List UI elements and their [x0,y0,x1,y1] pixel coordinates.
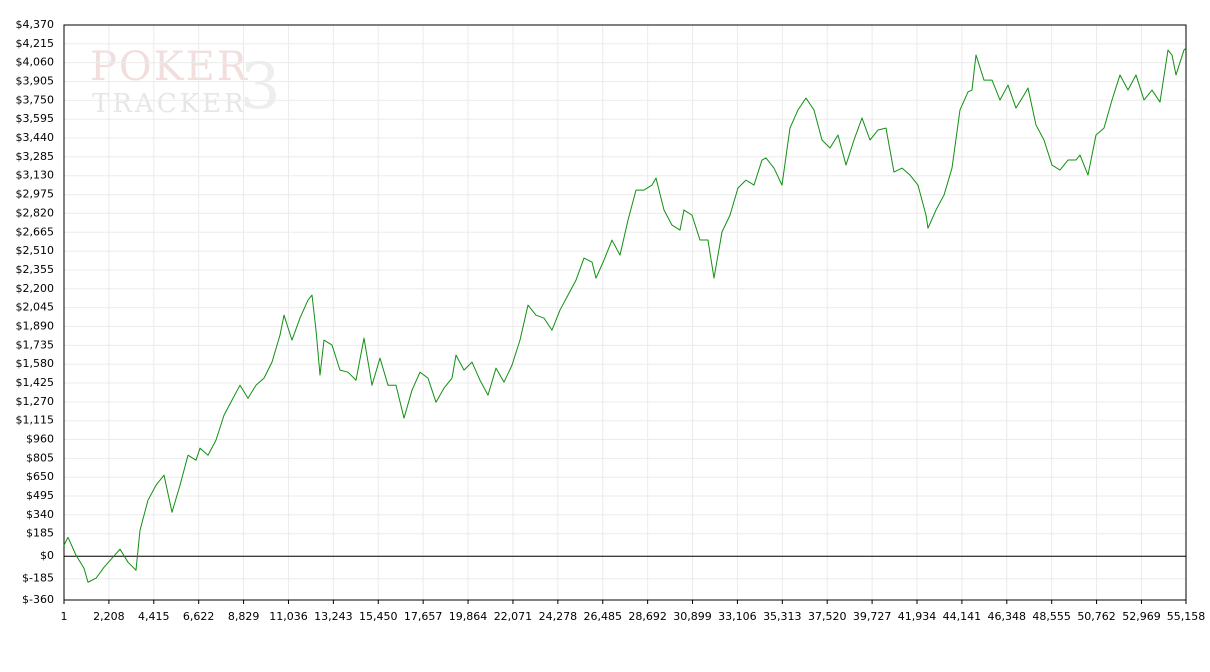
x-tick-label: 19,864 [449,610,488,623]
y-tick-label: $3,595 [16,112,55,125]
x-tick-label: 46,348 [988,610,1027,623]
y-tick-label: $2,510 [16,244,55,257]
y-tick-label: $3,905 [16,75,55,88]
y-tick-label: $2,200 [16,282,55,295]
x-tick-label: 13,243 [314,610,353,623]
x-tick-label: 1 [61,610,68,623]
x-tick-label: 24,278 [539,610,578,623]
y-tick-label: $650 [26,470,54,483]
y-tick-label: $-360 [22,593,54,606]
x-tick-label: 11,036 [269,610,308,623]
x-tick-label: 15,450 [359,610,398,623]
data-line [63,47,1187,583]
y-tick-label: $2,665 [16,225,55,238]
x-tick-label: 17,657 [404,610,443,623]
y-tick-label: $340 [26,508,54,521]
x-tick-label: 52,969 [1122,610,1161,623]
y-tick-label: $4,370 [16,18,55,31]
x-tick-label: 26,485 [583,610,622,623]
y-tick-label: $3,440 [16,131,55,144]
plot-border [63,24,1187,601]
x-tick-label: 6,622 [183,610,215,623]
y-tick-label: $185 [26,527,54,540]
x-tick-label: 35,313 [763,610,802,623]
x-tick-label: 8,829 [228,610,260,623]
y-tick-label: $3,285 [16,150,55,163]
y-tick-label: $3,750 [16,93,55,106]
x-tick-label: 22,071 [494,610,533,623]
y-tick-label: $-185 [22,572,54,585]
y-tick-label: $2,045 [16,301,55,314]
y-tick-label: $1,115 [16,414,55,427]
watermark-product: TRACKER [92,89,247,119]
x-tick-label: 41,934 [898,610,937,623]
x-tick-label: 37,520 [808,610,847,623]
y-tick-label: $2,355 [16,263,55,276]
x-tick-label: 39,727 [853,610,892,623]
y-tick-label: $1,580 [16,357,55,370]
x-tick-label: 33,106 [718,610,757,623]
y-tick-label: $2,975 [16,188,55,201]
x-tick-label: 28,692 [628,610,667,623]
x-tick-label: 4,415 [138,610,170,623]
watermark-version: 3 [240,50,281,124]
x-tick-label: 50,762 [1077,610,1116,623]
x-tick-label: 48,555 [1032,610,1071,623]
y-tick-label: $495 [26,489,54,502]
y-tick-label: $805 [26,451,54,464]
x-tick-label: 44,141 [943,610,982,623]
x-tick-label: 2,208 [93,610,125,623]
x-tick-label: 55,158 [1167,610,1206,623]
y-tick-label: $2,820 [16,206,55,219]
watermark: POKER TRACKER 3 [90,44,281,124]
watermark-brand: POKER [90,44,249,90]
y-tick-label: $4,215 [16,37,55,50]
y-tick-label: $3,130 [16,169,55,182]
y-tick-label: $1,735 [16,338,55,351]
y-tick-label: $960 [26,433,54,446]
y-tick-label: $1,270 [16,395,55,408]
y-tick-label: $1,425 [16,376,55,389]
y-tick-label: $4,060 [16,56,55,69]
x-tick-label: 30,899 [673,610,712,623]
y-tick-label: $1,890 [16,319,55,332]
y-tick-label: $0 [40,549,54,562]
